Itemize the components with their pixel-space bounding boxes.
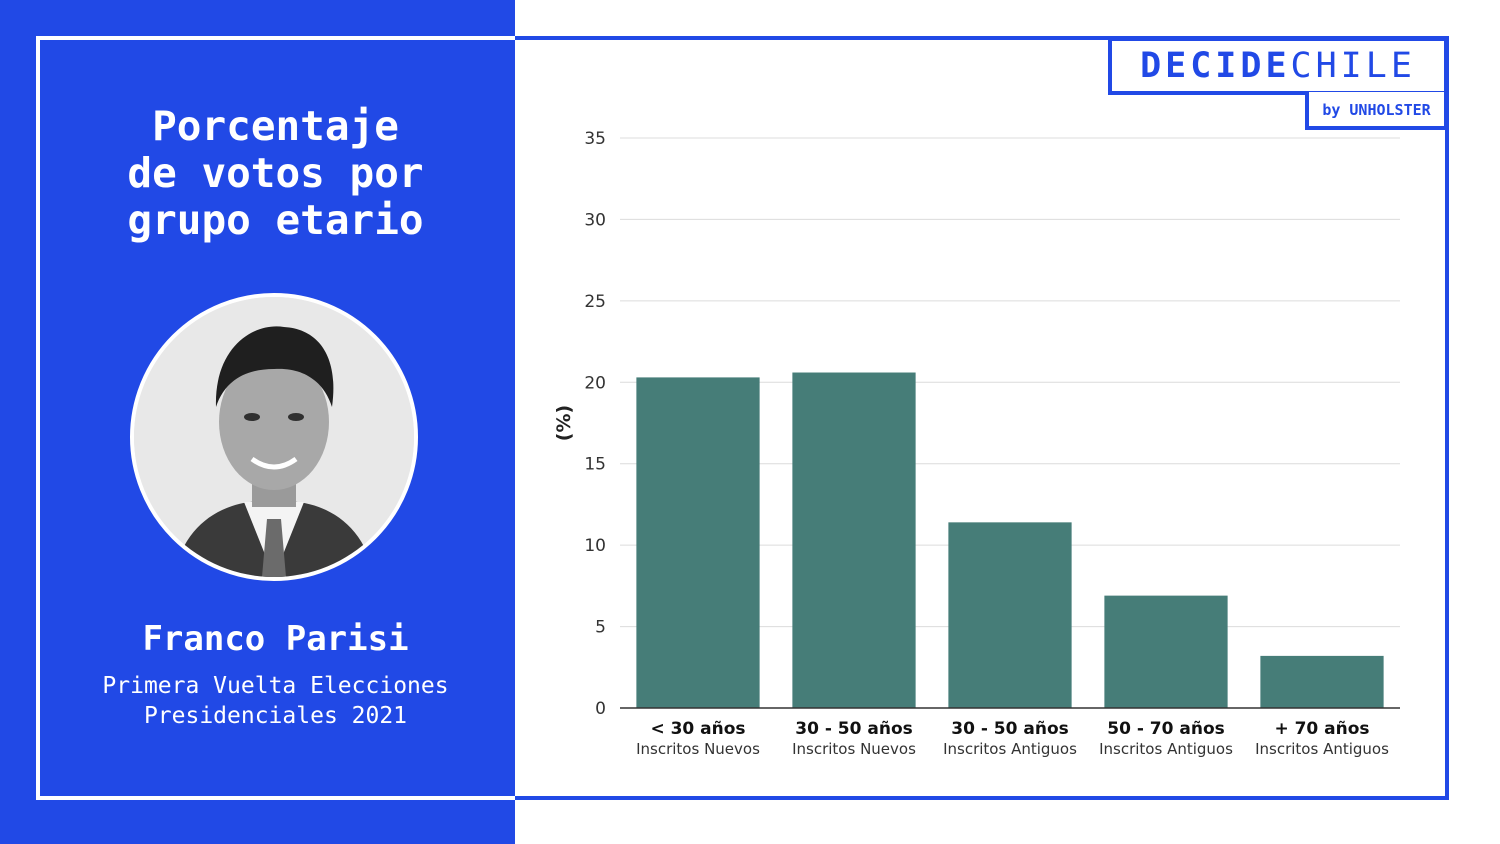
x-tick-label: < 30 años [650, 719, 745, 739]
y-tick-label: 30 [584, 210, 606, 230]
bar [1260, 655, 1384, 708]
page-title: Porcentaje de votos por grupo etario [127, 102, 424, 244]
logo-byline: by UNHOLSTER [1305, 92, 1448, 130]
x-tick-label: 30 - 50 años [795, 719, 913, 739]
bar [1104, 595, 1228, 708]
x-tick-label: 50 - 70 años [1107, 719, 1225, 739]
logo-text-bold: DECIDE [1140, 46, 1291, 86]
y-tick-label: 15 [584, 455, 606, 475]
logo-text-light: CHILE [1290, 46, 1416, 86]
y-tick-label: 25 [584, 292, 606, 312]
y-tick-label: 0 [595, 699, 606, 719]
brand-logo: DECIDE CHILE [1108, 37, 1448, 95]
candidate-subtitle: Primera Vuelta Elecciones Presidenciales… [102, 673, 449, 729]
frame-left [36, 36, 515, 800]
candidate-photo [130, 293, 418, 581]
y-axis-label: (%) [553, 405, 575, 441]
x-tick-sublabel: Inscritos Antiguos [943, 740, 1077, 758]
bar [792, 372, 916, 708]
x-tick-sublabel: Inscritos Antiguos [1099, 740, 1233, 758]
y-tick-label: 10 [584, 536, 606, 556]
y-tick-label: 5 [595, 618, 606, 638]
x-tick-label: + 70 años [1274, 719, 1369, 739]
x-tick-sublabel: Inscritos Antiguos [1255, 740, 1389, 758]
frame-right [515, 36, 1449, 800]
x-tick-sublabel: Inscritos Nuevos [792, 740, 916, 758]
candidate-name: Franco Parisi [142, 619, 409, 659]
x-tick-label: 30 - 50 años [951, 719, 1069, 739]
x-tick-sublabel: Inscritos Nuevos [636, 740, 760, 758]
bar [636, 377, 760, 708]
y-tick-label: 20 [584, 373, 606, 393]
y-tick-label: 35 [584, 129, 606, 149]
bar [948, 522, 1072, 708]
